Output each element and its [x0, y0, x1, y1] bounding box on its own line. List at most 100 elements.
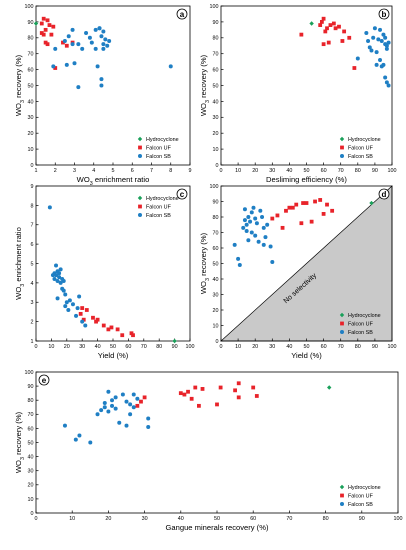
data-point-falcon-sb	[246, 238, 251, 243]
x-tick-label: 100	[388, 168, 397, 174]
data-point-falcon-sb	[265, 222, 270, 227]
data-point-falcon-sb	[70, 42, 75, 47]
data-point-falcon-sb	[53, 46, 58, 51]
data-point-falcon-uf	[43, 40, 48, 45]
data-point-falcon-sb	[270, 259, 275, 264]
legend-marker-hydrocyclone	[137, 136, 143, 142]
y-tick-label: 100	[210, 4, 219, 10]
y-tick-label: 70	[213, 52, 219, 58]
data-point-falcon-uf	[115, 327, 120, 332]
data-point-falcon-sb	[386, 40, 391, 45]
data-point-falcon-sb	[110, 403, 115, 408]
data-point-falcon-uf	[109, 325, 114, 330]
data-point-falcon-sb	[55, 296, 60, 301]
data-point-falcon-sb	[378, 27, 383, 32]
data-point-falcon-sb	[58, 267, 63, 272]
y-tick-label: 40	[213, 99, 219, 105]
legend-label-hydrocyclone: Hydrocyclone	[348, 137, 381, 143]
x-tick-label: 50	[304, 344, 310, 350]
data-point-falcon-uf	[81, 317, 86, 322]
data-point-falcon-sb	[386, 83, 391, 88]
data-point-falcon-sb	[244, 228, 249, 233]
data-point-falcon-sb	[128, 412, 133, 417]
x-tick-label: 0	[220, 344, 223, 350]
data-point-falcon-sb	[381, 62, 386, 67]
data-point-falcon-sb	[77, 433, 82, 438]
data-point-falcon-uf	[321, 16, 326, 21]
y-tick-label: 50	[28, 83, 34, 89]
y-tick-label: 90	[213, 199, 219, 205]
data-point-falcon-sb	[242, 207, 247, 212]
data-point-falcon-sb	[237, 263, 242, 268]
x-tick-label: 90	[372, 168, 378, 174]
y-tick-label: 100	[210, 184, 219, 190]
data-point-falcon-uf	[39, 31, 44, 35]
x-tick-label: 20	[64, 344, 70, 350]
data-point-falcon-sb	[254, 221, 259, 226]
data-point-falcon-uf	[53, 66, 58, 70]
x-axis-label: Yield (%)	[98, 351, 129, 360]
data-point-falcon-uf	[270, 216, 275, 221]
data-point-falcon-sb	[75, 306, 80, 311]
legend-marker-falcon-sb	[340, 330, 344, 334]
data-point-falcon-sb	[261, 242, 266, 247]
panel-label: d	[382, 190, 387, 199]
data-point-falcon-uf	[330, 208, 335, 213]
x-tick-label: 60	[321, 168, 327, 174]
data-point-falcon-sb	[101, 29, 106, 34]
x-tick-label: 30	[142, 516, 148, 522]
data-point-falcon-sb	[63, 304, 68, 309]
y-tick-label: 80	[213, 215, 219, 221]
data-point-falcon-sb	[383, 35, 388, 40]
x-tick-label: 20	[105, 516, 111, 522]
x-tick-label: 70	[286, 516, 292, 522]
legend-marker-falcon-sb	[340, 154, 344, 158]
x-tick-label: 3	[73, 168, 76, 174]
data-point-hydrocyclone	[33, 21, 39, 26]
data-point-falcon-uf	[106, 327, 111, 332]
x-axis-label: Yield (%)	[291, 351, 322, 360]
data-point-falcon-sb	[232, 242, 237, 247]
data-point-falcon-uf	[45, 42, 50, 47]
x-tick-label: 10	[48, 344, 54, 350]
data-point-falcon-sb	[146, 424, 151, 429]
data-point-falcon-uf	[233, 388, 237, 393]
panel-label-circle	[378, 8, 390, 20]
data-point-falcon-sb	[260, 215, 265, 219]
data-point-falcon-uf	[323, 29, 328, 34]
data-point-falcon-sb	[371, 35, 376, 40]
x-tick-label: 70	[338, 344, 344, 350]
data-point-falcon-sb	[99, 77, 104, 82]
data-point-falcon-uf	[91, 315, 95, 320]
x-tick-label: 10	[69, 516, 75, 522]
data-point-falcon-uf	[142, 395, 147, 400]
data-point-falcon-sb	[70, 302, 75, 307]
data-point-falcon-sb	[128, 402, 133, 407]
data-point-falcon-sb	[80, 46, 85, 51]
data-point-falcon-uf	[236, 395, 241, 400]
data-point-falcon-sb	[77, 294, 82, 299]
data-point-falcon-sb	[124, 399, 129, 404]
data-point-falcon-uf	[197, 403, 201, 408]
data-point-falcon-uf	[342, 29, 347, 34]
data-point-falcon-sb	[76, 42, 81, 47]
data-point-falcon-sb	[364, 31, 369, 36]
data-point-falcon-sb	[372, 26, 377, 31]
data-point-falcon-sb	[103, 37, 108, 42]
data-point-falcon-uf	[325, 26, 329, 31]
y-tick-label: 60	[28, 426, 34, 432]
legend-label-hydrocyclone: Hydrocyclone	[348, 485, 381, 491]
data-point-falcon-sb	[258, 208, 263, 213]
y-tick-label: 60	[213, 246, 219, 252]
data-point-falcon-uf	[340, 39, 345, 43]
data-point-falcon-sb	[67, 298, 72, 303]
series-hydrocyclone	[309, 21, 314, 26]
data-point-falcon-uf	[41, 16, 46, 21]
data-point-falcon-sb	[268, 244, 273, 249]
data-point-falcon-uf	[45, 18, 50, 23]
data-point-falcon-sb	[47, 205, 52, 210]
data-point-falcon-uf	[41, 32, 46, 37]
data-point-falcon-uf	[186, 389, 190, 394]
x-tick-label: 0	[220, 168, 223, 174]
